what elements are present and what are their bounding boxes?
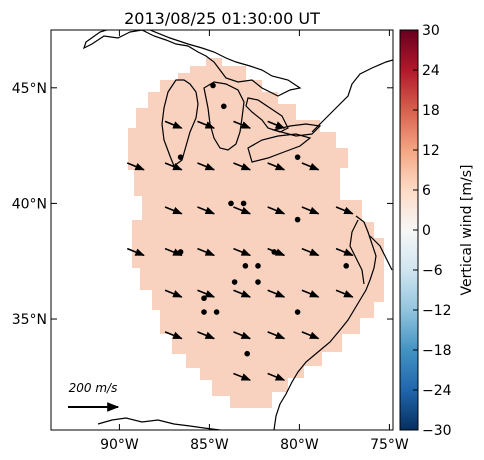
wind-arrow — [267, 372, 286, 381]
station-marker — [231, 279, 238, 285]
chart-title: 2013/08/25 01:30:00 UT — [124, 9, 320, 28]
station-marker — [244, 350, 250, 357]
x-tick-label: 80°W — [280, 437, 319, 453]
colorbar-tick-label: −18 — [422, 343, 452, 359]
station-marker — [210, 82, 216, 89]
wind-arrow — [197, 247, 216, 257]
wind-arrow — [267, 247, 286, 257]
colorbar-tick-label: −12 — [422, 303, 452, 319]
wind-arrow — [197, 331, 216, 340]
wind-arrow — [335, 206, 354, 215]
x-tick-label: 85°W — [190, 437, 229, 453]
wind-arrow — [197, 120, 216, 129]
reference-arrow-label: 200 m/s — [69, 381, 118, 395]
station-marker — [255, 279, 261, 285]
wind-arrow — [233, 331, 252, 340]
wind-arrow — [197, 206, 216, 215]
wind-arrow — [301, 331, 320, 340]
wind-arrow — [267, 162, 286, 171]
wind-arrow — [233, 120, 252, 129]
station-marker — [343, 263, 350, 269]
wind-arrow — [301, 289, 320, 298]
station-marker — [213, 309, 220, 315]
wind-arrow — [301, 206, 320, 215]
colorbar-label: Vertical wind [m/s] — [459, 165, 475, 296]
y-tick-label: 45°N — [12, 81, 47, 97]
y-tick-label: 35°N — [12, 312, 47, 328]
reference-arrow-key: 200 m/s — [68, 381, 120, 412]
wind-arrow — [164, 331, 183, 340]
colorbar-tick-label: 24 — [422, 63, 440, 79]
station-marker — [201, 309, 207, 315]
wind-arrow — [233, 206, 252, 215]
colorbar-tick-label: 18 — [422, 103, 440, 119]
station-marker — [228, 200, 234, 207]
wind-arrow — [233, 372, 252, 381]
wind-arrow — [233, 162, 252, 171]
colorbar-tick-label: −30 — [422, 423, 452, 439]
x-axis-ticks: 90°W 85°W 80°W 75°W — [100, 30, 409, 453]
station-marker — [255, 263, 261, 269]
y-tick-label: 40°N — [12, 196, 47, 212]
wind-arrow — [301, 162, 320, 171]
colorbar-tick-label: 6 — [422, 183, 431, 199]
wind-arrow — [164, 289, 183, 298]
wind-arrows — [126, 120, 354, 381]
colorbar-tick-label: 12 — [422, 143, 440, 159]
wind-arrow — [164, 120, 183, 129]
wind-arrow — [164, 162, 183, 171]
wind-arrow — [335, 289, 354, 298]
colorbar-tick-label: −24 — [422, 383, 452, 399]
wind-arrow — [267, 289, 286, 298]
wind-arrow — [267, 120, 286, 129]
colorbar-tick-label: 0 — [422, 223, 431, 239]
station-marker — [242, 263, 249, 269]
vertical-wind-field — [128, 58, 384, 408]
wind-arrow — [197, 162, 216, 171]
wind-arrow — [233, 289, 252, 298]
wind-arrow — [233, 247, 252, 257]
wind-arrow — [126, 247, 145, 257]
wind-arrow — [126, 162, 145, 171]
coastlines — [82, 30, 393, 430]
station-marker — [294, 309, 301, 315]
y-axis-ticks: 45°N 40°N 35°N — [12, 81, 393, 328]
station-marker — [221, 103, 227, 110]
station-marker — [201, 295, 207, 302]
colorbar-tick-label: 30 — [422, 23, 440, 39]
wind-arrow — [267, 206, 286, 215]
x-tick-label: 90°W — [100, 437, 139, 453]
station-marker — [240, 200, 247, 207]
station-marker — [177, 154, 184, 160]
x-tick-label: 75°W — [370, 437, 409, 453]
wind-arrow — [301, 247, 320, 257]
wind-arrow — [267, 331, 286, 340]
map-frame — [50, 29, 394, 431]
colorbar-ticks: 30 24 18 12 6 0 −6 −12 −18 −24 −30 — [413, 23, 452, 439]
wind-arrow — [335, 247, 354, 257]
station-marker — [294, 154, 301, 160]
colorbar-tick-label: −6 — [422, 263, 443, 279]
station-marker — [294, 216, 301, 223]
wind-arrow — [164, 206, 183, 215]
wind-arrow — [164, 247, 183, 257]
wind-arrow — [197, 289, 216, 298]
map-panel — [51, 30, 393, 430]
